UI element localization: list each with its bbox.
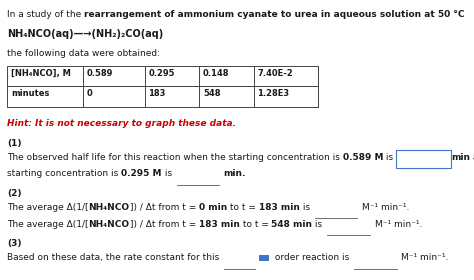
Text: minutes: minutes bbox=[11, 89, 49, 98]
Text: 0.589 M: 0.589 M bbox=[343, 153, 383, 162]
Text: In a study of the: In a study of the bbox=[7, 10, 84, 19]
Text: to t =: to t = bbox=[240, 220, 272, 229]
Text: 0.295 M: 0.295 M bbox=[121, 169, 162, 178]
Text: 1.28E3: 1.28E3 bbox=[257, 89, 290, 98]
Text: M⁻¹ min⁻¹.: M⁻¹ min⁻¹. bbox=[375, 220, 422, 229]
Text: (1): (1) bbox=[7, 139, 22, 148]
Text: 183 min: 183 min bbox=[259, 203, 300, 212]
Text: is: is bbox=[162, 169, 172, 178]
Bar bbox=[7, 86, 318, 107]
Text: M⁻¹ min⁻¹.: M⁻¹ min⁻¹. bbox=[401, 253, 449, 262]
Text: 0.148: 0.148 bbox=[203, 69, 229, 78]
Text: 0.589: 0.589 bbox=[87, 69, 113, 78]
Text: Based on these data, the rate constant for this: Based on these data, the rate constant f… bbox=[7, 253, 219, 262]
Text: 183 min: 183 min bbox=[199, 220, 240, 229]
Text: NH₄NCO: NH₄NCO bbox=[89, 220, 130, 229]
Bar bbox=[259, 255, 269, 261]
Text: 548: 548 bbox=[203, 89, 220, 98]
Bar bbox=[396, 150, 451, 168]
Text: to t =: to t = bbox=[227, 203, 259, 212]
Text: 548 min: 548 min bbox=[272, 220, 312, 229]
Text: ]) / Δt from t =: ]) / Δt from t = bbox=[130, 203, 199, 212]
Text: NH₄NCO(aq)—→(NH₂)₂CO(aq): NH₄NCO(aq)—→(NH₂)₂CO(aq) bbox=[7, 29, 164, 39]
Text: order reaction is: order reaction is bbox=[272, 253, 349, 262]
Text: NH₄NCO: NH₄NCO bbox=[89, 203, 130, 212]
Text: [NH₄NCO], M: [NH₄NCO], M bbox=[11, 69, 71, 78]
Text: The average Δ(1/[: The average Δ(1/[ bbox=[7, 203, 89, 212]
Text: 0 min: 0 min bbox=[199, 203, 227, 212]
Text: is: is bbox=[300, 203, 310, 212]
Text: ]) / Δt from t =: ]) / Δt from t = bbox=[130, 220, 199, 229]
Text: The average Δ(1/[: The average Δ(1/[ bbox=[7, 220, 89, 229]
Text: and when the: and when the bbox=[470, 153, 474, 162]
Text: 7.40E-2: 7.40E-2 bbox=[257, 69, 293, 78]
Text: is: is bbox=[312, 220, 323, 229]
Text: min: min bbox=[451, 153, 470, 162]
Text: rearrangement of ammonium cyanate to urea in aqueous solution at 50 °C: rearrangement of ammonium cyanate to ure… bbox=[84, 10, 465, 19]
Bar bbox=[7, 66, 318, 86]
Text: 183: 183 bbox=[148, 89, 166, 98]
Text: 0.295: 0.295 bbox=[148, 69, 175, 78]
Text: the following data were obtained:: the following data were obtained: bbox=[7, 49, 160, 58]
Text: (2): (2) bbox=[7, 189, 22, 198]
Text: is: is bbox=[383, 153, 396, 162]
Text: M⁻¹ min⁻¹.: M⁻¹ min⁻¹. bbox=[362, 203, 410, 212]
Text: (3): (3) bbox=[7, 239, 22, 248]
Text: starting concentration is: starting concentration is bbox=[7, 169, 121, 178]
Text: min.: min. bbox=[223, 169, 246, 178]
Text: The observed half life for this reaction when the starting concentration is: The observed half life for this reaction… bbox=[7, 153, 343, 162]
Text: Hint: It is not necessary to graph these data.: Hint: It is not necessary to graph these… bbox=[7, 119, 236, 128]
Text: 0: 0 bbox=[87, 89, 92, 98]
